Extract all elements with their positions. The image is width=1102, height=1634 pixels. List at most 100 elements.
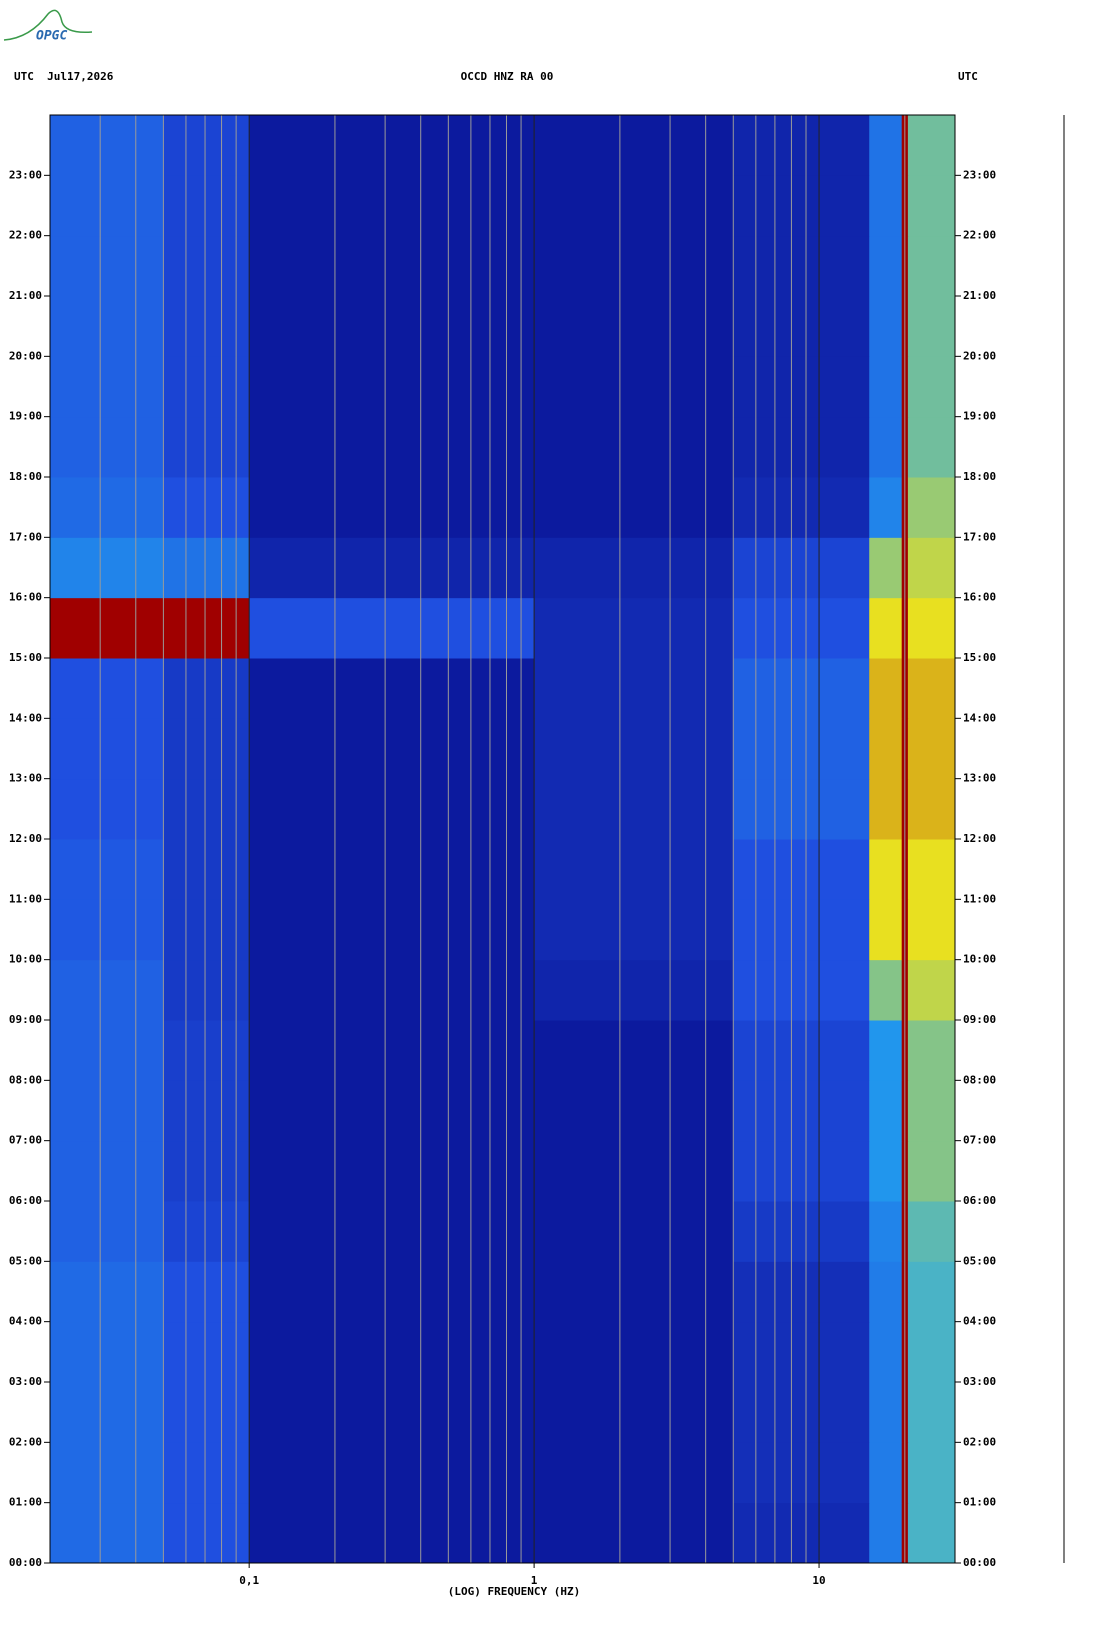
spectrogram-cell [733, 1261, 870, 1323]
spectrogram-cell [50, 416, 164, 478]
spectrogram-cell [249, 296, 535, 357]
spectrogram-cell [534, 356, 734, 418]
spectrogram-cell [249, 115, 535, 176]
spectrogram-cell [163, 115, 250, 176]
spectrogram-cell [249, 477, 535, 538]
y-tick-label-left: 01:00 [9, 1496, 42, 1509]
spectrogram-cell [50, 899, 164, 961]
spectrogram-cell [534, 1020, 734, 1081]
spectrogram-cell [907, 899, 956, 961]
spectrogram-cell [733, 658, 870, 719]
spectrogram-cell [907, 1140, 956, 1202]
spectrogram-cell [869, 658, 903, 719]
spectrogram-cell [249, 839, 535, 900]
y-tick-label-right: 09:00 [963, 1013, 996, 1026]
y-tick-label-right: 16:00 [963, 591, 996, 604]
spectrogram-cell [733, 115, 870, 176]
spectrogram-cell [534, 1261, 734, 1323]
y-tick-label-left: 20:00 [9, 349, 42, 362]
y-tick-label-left: 15:00 [9, 651, 42, 664]
y-tick-label-left: 12:00 [9, 832, 42, 845]
spectrogram-cell [733, 296, 870, 357]
spectrogram-cell [534, 1502, 734, 1564]
spectrogram-cell [534, 1080, 734, 1142]
spectrogram-cell [869, 235, 903, 297]
spectrogram-cell [907, 1442, 956, 1504]
spectrogram-cell [907, 597, 956, 659]
spectrogram-cell [907, 296, 956, 357]
spectrogram-cell [249, 1382, 535, 1443]
spectrogram-cell [869, 839, 903, 900]
spectrogram-cell [163, 1140, 250, 1202]
spectrogram-cell [733, 778, 870, 840]
spectrogram-cell [163, 537, 250, 599]
spectrogram-cell [249, 778, 535, 840]
spectrogram-cell [907, 1261, 956, 1323]
y-tick-label-right: 19:00 [963, 410, 996, 423]
spectrogram-cell [534, 1382, 734, 1443]
spectrogram-cell [50, 778, 164, 840]
y-tick-label-right: 13:00 [963, 772, 996, 785]
chart-title: OCCD HNZ RA 00 [461, 70, 554, 83]
spectrogram-cell [534, 658, 734, 719]
y-tick-label-right: 15:00 [963, 651, 996, 664]
logo-text: OPGC [36, 29, 67, 44]
y-tick-label-right: 14:00 [963, 711, 996, 724]
spectrogram-cell [534, 778, 734, 840]
spectrogram-cell [733, 537, 870, 599]
spectrogram-cell [163, 1442, 250, 1504]
spectrogram-cell [907, 477, 956, 538]
spectrogram-cell [50, 1140, 164, 1202]
spectrogram-cell [50, 839, 164, 900]
x-tick-label: 1 [531, 1574, 538, 1587]
spectrogram-cell [869, 477, 903, 538]
spectrogram-cell [534, 718, 734, 780]
spectrogram-cell [249, 899, 535, 961]
spectrogram-cell [163, 296, 250, 357]
spectrogram-cell [163, 899, 250, 961]
y-tick-label-right: 17:00 [963, 530, 996, 543]
x-axis-label: (LOG) FREQUENCY (HZ) [448, 1585, 580, 1598]
y-tick-label-right: 04:00 [963, 1315, 996, 1328]
y-tick-label-right: 23:00 [963, 168, 996, 181]
spectrogram-cell [249, 1321, 535, 1383]
y-tick-label-left: 21:00 [9, 289, 42, 302]
spectrogram-cell [907, 235, 956, 297]
spectrogram-cell [534, 537, 734, 599]
spectrogram-cell [249, 1080, 535, 1142]
spectrogram-cell [869, 778, 903, 840]
spectrogram-cell [534, 416, 734, 478]
spectrogram-cell [907, 175, 956, 237]
y-tick-label-right: 22:00 [963, 229, 996, 242]
spectrogram-cell [163, 959, 250, 1021]
spectrogram-cell [163, 356, 250, 418]
spectrogram-cell [163, 235, 250, 297]
y-tick-label-left: 17:00 [9, 530, 42, 543]
spectrogram-cell [869, 718, 903, 780]
spectrogram-cell [50, 477, 164, 538]
y-tick-label-left: 14:00 [9, 711, 42, 724]
spectrogram-cell [733, 1201, 870, 1262]
spectrogram-cell [534, 235, 734, 297]
spectrogram-cell [534, 175, 734, 237]
spectrogram-cell [249, 718, 535, 780]
spectrogram-cell [50, 1382, 164, 1443]
spectrogram-cell [249, 959, 535, 1021]
spectrogram-cell [534, 115, 734, 176]
spectrogram-cell [733, 235, 870, 297]
spectrogram-cell [733, 1140, 870, 1202]
spectrogram-cell [907, 356, 956, 418]
y-tick-label-left: 07:00 [9, 1134, 42, 1147]
spectrogram-cell [869, 1382, 903, 1443]
spectrogram-cell [50, 296, 164, 357]
spectrogram-cell [869, 1321, 903, 1383]
spectrogram-cell [733, 839, 870, 900]
spectrogram-cell [907, 115, 956, 176]
spectrogram-cell [869, 1201, 903, 1262]
spectrogram-cell [534, 1201, 734, 1262]
y-tick-label-right: 20:00 [963, 349, 996, 362]
spectrogram-cell [163, 1080, 250, 1142]
spectrogram-cell [50, 718, 164, 780]
y-tick-label-left: 05:00 [9, 1254, 42, 1267]
spectrogram-cell [249, 416, 535, 478]
